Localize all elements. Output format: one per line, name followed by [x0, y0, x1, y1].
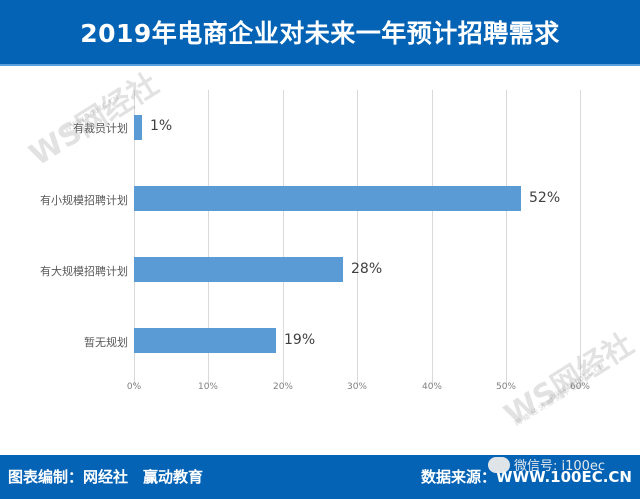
gridline-40: [432, 90, 433, 385]
bar-large-hiring-plan: [134, 257, 343, 282]
wechat-icon: [488, 457, 510, 473]
category-label: 有裁员计划: [73, 122, 128, 135]
category-label: 有小规模招聘计划: [40, 194, 128, 207]
x-tick-label: 20%: [272, 382, 293, 392]
x-tick-label: 0%: [126, 382, 142, 392]
data-source: 数据来源：WWW.100EC.CN: [421, 468, 632, 486]
value-label: 52%: [529, 190, 561, 206]
gridline-30: [357, 90, 358, 385]
value-label: 1%: [150, 118, 173, 134]
bar-no-plan: [134, 328, 276, 353]
bar-layoff-plan: [134, 115, 142, 140]
value-label: 19%: [284, 332, 316, 348]
x-tick-label: 10%: [197, 382, 218, 392]
gridline-0: [134, 90, 135, 385]
x-tick-label: 40%: [421, 382, 442, 392]
gridline-20: [283, 90, 284, 385]
x-tick-label: 60%: [569, 382, 590, 392]
category-label: 暂无规划: [84, 336, 128, 349]
category-label: 有大规模招聘计划: [40, 265, 128, 278]
value-label: 28%: [351, 261, 383, 277]
chart-credit: 图表编制：网经社 赢动教育: [8, 468, 204, 486]
chart-header: 2019年电商企业对未来一年预计招聘需求: [0, 0, 640, 66]
x-tick-label: 50%: [495, 382, 516, 392]
x-tick-label: 30%: [346, 382, 367, 392]
chart-footer: 图表编制：网经社 赢动教育 数据来源：WWW.100EC.CN: [0, 455, 640, 499]
chart-title: 2019年电商企业对未来一年预计招聘需求: [80, 19, 560, 48]
gridline-10: [208, 90, 209, 385]
gridline-60: [580, 90, 581, 385]
gridline-50: [506, 90, 507, 385]
wechat-id: 微信号: i100ec: [514, 459, 606, 474]
chart-plot-area: 0% 10% 20% 30% 40% 50% 60% 有裁员计划 1% 有小规模…: [0, 66, 640, 455]
bar-small-hiring-plan: [134, 186, 521, 211]
